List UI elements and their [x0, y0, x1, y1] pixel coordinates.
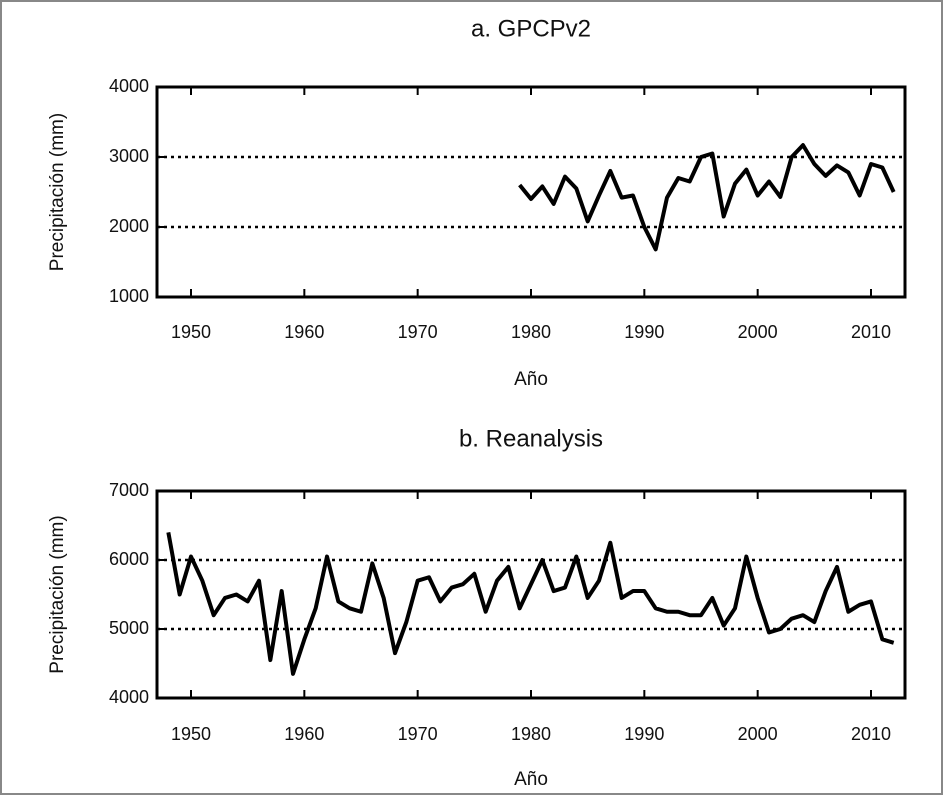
x-axis-label: Año — [514, 769, 548, 790]
y-tick-label: 7000 — [109, 480, 149, 500]
x-tick-label: 1980 — [511, 322, 551, 342]
y-tick-label: 4000 — [109, 687, 149, 707]
x-tick-label: 2010 — [851, 724, 891, 744]
x-axis-label: Año — [514, 369, 548, 390]
y-axis-label: Precipitación (mm) — [47, 113, 68, 271]
y-tick-label: 4000 — [109, 76, 149, 96]
chart-title: a. GPCPv2 — [471, 15, 591, 42]
y-tick-label: 6000 — [109, 549, 149, 569]
data-line — [166, 532, 895, 676]
y-tick-label: 2000 — [109, 216, 149, 236]
x-tick-label: 2010 — [851, 322, 891, 342]
data-line — [518, 143, 896, 252]
x-tick-label: 1950 — [171, 724, 211, 744]
x-tick-label: 1960 — [284, 322, 324, 342]
x-tick-label: 1970 — [398, 322, 438, 342]
y-tick-label: 1000 — [109, 286, 149, 306]
y-axis-label: Precipitación (mm) — [47, 515, 68, 673]
x-tick-label: 1990 — [624, 322, 664, 342]
y-tick-label: 3000 — [109, 146, 149, 166]
plot-frame — [155, 489, 907, 700]
x-tick-label: 1960 — [284, 724, 324, 744]
x-tick-label: 1980 — [511, 724, 551, 744]
plot-frame — [155, 85, 907, 299]
chart-title: b. Reanalysis — [459, 425, 603, 452]
x-tick-label: 1990 — [624, 724, 664, 744]
x-tick-label: 1970 — [398, 724, 438, 744]
y-tick-label: 5000 — [109, 618, 149, 638]
x-tick-label: 1950 — [171, 322, 211, 342]
x-tick-label: 2000 — [738, 724, 778, 744]
x-tick-label: 2000 — [738, 322, 778, 342]
